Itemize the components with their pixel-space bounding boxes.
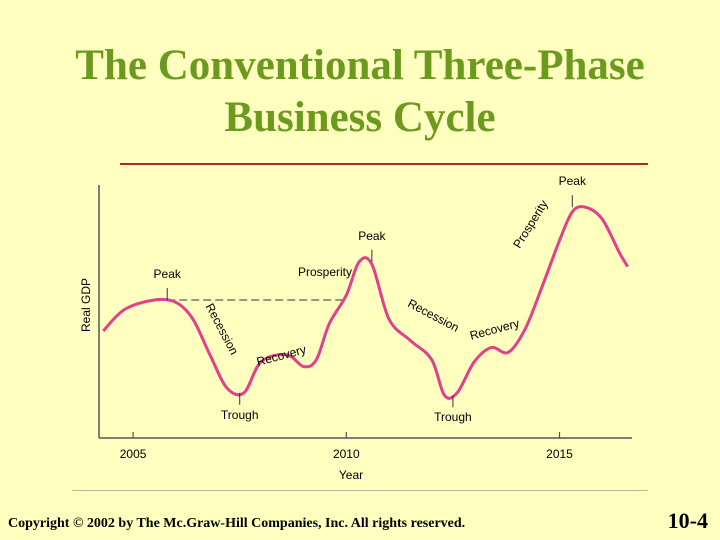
x-tick-label: 2005 xyxy=(120,447,147,461)
annotation-trough: Trough xyxy=(434,410,472,424)
slide-number: 10-4 xyxy=(667,508,708,533)
annotation-peak: Peak xyxy=(154,267,182,281)
title-line-2: Business Cycle xyxy=(224,94,496,141)
copyright-notice: Copyright © 2002 by The Mc.Graw-Hill Com… xyxy=(8,516,466,531)
footer-divider xyxy=(72,490,648,491)
annotation-recovery: Recovery xyxy=(468,316,521,343)
x-axis: Year xyxy=(99,437,632,482)
annotation-peak: Peak xyxy=(358,229,386,243)
annotation-trough: Trough xyxy=(221,408,259,422)
series-group xyxy=(102,205,630,400)
x-tick-label: 2010 xyxy=(333,447,360,461)
y-axis: Real GDP xyxy=(79,185,100,438)
slide-title: The Conventional Three-Phase Business Cy… xyxy=(0,40,720,144)
annotation-group: Peak Peak Peak Trough Trough Prosperity Prospe… xyxy=(154,174,587,424)
y-axis-label: Real GDP xyxy=(79,278,93,332)
annotation-peak: Peak xyxy=(559,174,587,188)
x-axis-ticks: 2005 2010 2015 xyxy=(120,432,573,461)
business-cycle-line xyxy=(102,205,630,400)
x-tick-label: 2015 xyxy=(546,447,573,461)
x-axis-label: Year xyxy=(339,468,363,482)
annotation-prosperity: Prosperity xyxy=(298,265,352,279)
annotation-prosperity: Prosperity xyxy=(510,197,551,250)
annotation-recession: Recession xyxy=(405,296,461,335)
title-line-1: The Conventional Three-Phase xyxy=(75,42,645,89)
title-underline xyxy=(120,163,648,165)
business-cycle-chart: Real GDP Year 2005 2010 2015 Peak Peak Peak T… xyxy=(79,174,632,482)
